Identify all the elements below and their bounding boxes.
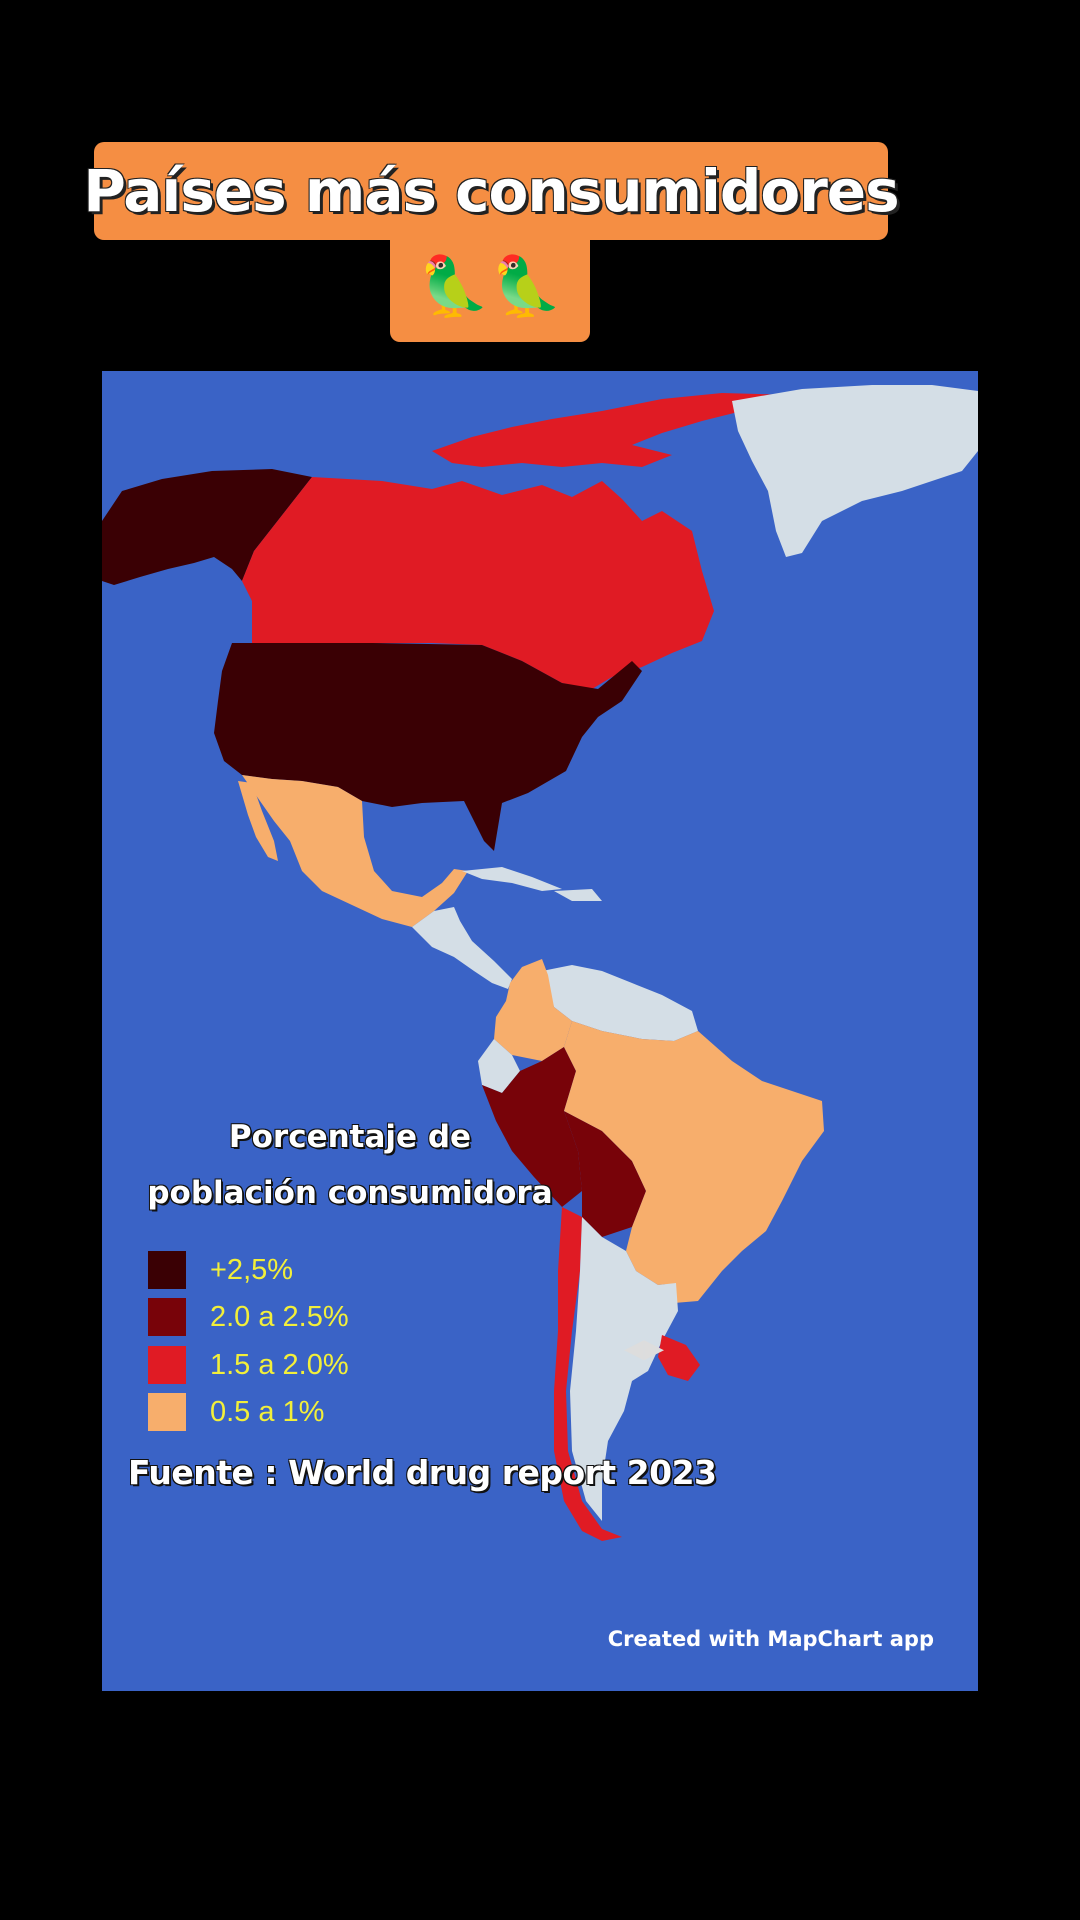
legend-title: Porcentaje de población consumidora <box>140 1109 560 1221</box>
legend-item: 0.5 a 1% <box>148 1393 324 1431</box>
region-alaska <box>102 469 312 585</box>
region-greenland <box>732 385 978 557</box>
legend-title-line2: población consumidora <box>147 1175 553 1211</box>
region-hispaniola <box>554 889 602 901</box>
legend-label: 0.5 a 1% <box>210 1395 325 1428</box>
region-venezuela-guianas <box>542 965 698 1041</box>
region-canada-islands <box>432 393 792 467</box>
drag-handle-icon[interactable]: ◀▶ <box>624 1334 664 1364</box>
title-emoji-box: 🦜🦜 <box>390 230 590 342</box>
region-colombia <box>494 959 572 1061</box>
source-text: Fuente : World drug report 2023 <box>128 1453 717 1492</box>
legend-item: 1.5 a 2.0% <box>148 1346 349 1384</box>
americas-map <box>102 385 978 1541</box>
region-canada <box>242 477 714 689</box>
credit-text: Created with MapChart app <box>607 1627 934 1651</box>
region-brazil <box>564 1021 824 1303</box>
region-uruguay <box>658 1335 700 1381</box>
parrot-icon: 🦜🦜 <box>417 252 563 320</box>
legend-title-line1: Porcentaje de <box>228 1119 472 1155</box>
legend-swatch <box>148 1251 186 1289</box>
legend-label: 1.5 a 2.0% <box>210 1348 349 1381</box>
title-banner: Países más consumidores <box>83 142 900 240</box>
region-cuba <box>462 867 562 891</box>
region-usa <box>214 643 642 851</box>
legend-item: +2,5% <box>148 1251 293 1289</box>
title-text: Países más consumidores <box>83 157 899 225</box>
legend-item: 2.0 a 2.5% <box>148 1298 349 1336</box>
legend-label: +2,5% <box>210 1253 294 1286</box>
legend-label: 2.0 a 2.5% <box>210 1300 349 1333</box>
region-bolivia <box>564 1111 646 1237</box>
region-mexico <box>242 775 468 927</box>
region-central-america <box>412 907 512 989</box>
legend-swatch <box>148 1393 186 1431</box>
region-baja <box>238 781 278 861</box>
legend-swatch <box>148 1346 186 1384</box>
region-argentina <box>570 1217 678 1521</box>
region-ecuador <box>478 1039 520 1093</box>
region-peru <box>482 1047 582 1207</box>
region-paraguay <box>626 1227 676 1285</box>
region-chile <box>554 1207 622 1541</box>
legend-swatch <box>148 1298 186 1336</box>
map-panel: Porcentaje de población consumidora +2,5… <box>102 371 978 1691</box>
